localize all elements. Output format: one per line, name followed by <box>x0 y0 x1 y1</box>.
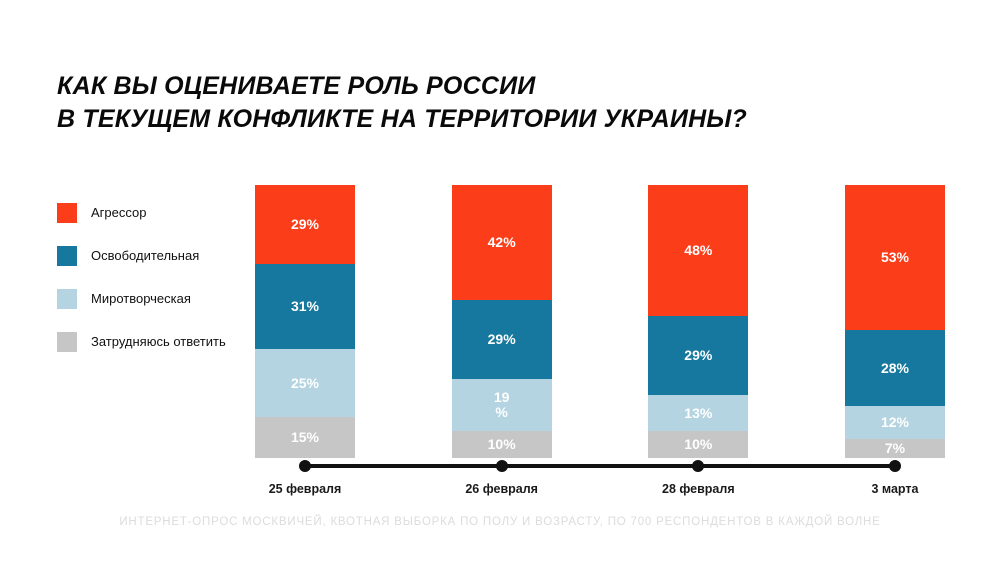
segment-value-label: 13% <box>684 404 713 421</box>
legend-label: Освободительная <box>91 248 200 263</box>
segment-value-label: 15% <box>290 429 320 446</box>
segment-value-label: 25% <box>290 374 320 391</box>
legend-swatch <box>57 289 77 309</box>
date-labels: 25 февраля 26 февраля 28 февраля 3 марта <box>255 482 945 496</box>
segment-value-label: 7% <box>884 440 906 457</box>
segment-value-label: 19 % <box>493 389 510 420</box>
timeline-dot <box>692 460 705 472</box>
bar-segment: 19 % <box>451 378 552 431</box>
timeline-axis <box>255 460 945 472</box>
timeline-dot-cell <box>648 460 748 472</box>
stacked-bar: 42% 29% 19 % 10% <box>451 185 552 458</box>
bar-segment: 42% <box>451 185 552 300</box>
bar-segment: 13% <box>648 395 749 431</box>
legend-swatch <box>57 203 77 223</box>
timeline-dot <box>299 460 311 472</box>
legend-item: Миротворческая <box>57 289 247 309</box>
bar-segment: 10% <box>451 430 552 458</box>
bar-segment: 12% <box>844 406 945 439</box>
chart-title-line1: КАК ВЫ ОЦЕНИВАЕТЕ РОЛЬ РОССИИ <box>57 72 536 100</box>
stacked-bar: 53% 28% 12% 7% <box>844 185 945 458</box>
bar-segment: 29% <box>451 299 552 379</box>
date-label: 25 февраля <box>268 482 342 496</box>
segment-value-label: 48% <box>684 242 713 259</box>
methodology-footnote: ИНТЕРНЕТ-ОПРОС МОСКВИЧЕЙ, КВОТНАЯ ВЫБОРК… <box>119 516 881 528</box>
date-label: 26 февраля <box>465 482 538 496</box>
timeline-dot-cell <box>845 460 945 472</box>
timeline-dot <box>495 460 508 472</box>
legend-item: Затрудняюсь ответить <box>57 332 247 352</box>
bar-segment: 15% <box>255 417 355 458</box>
legend-label: Агрессор <box>91 205 147 220</box>
bar-segment: 31% <box>255 264 355 349</box>
segment-value-label: 28% <box>880 359 909 376</box>
bar-segment: 29% <box>255 185 355 265</box>
segment-value-label: 29% <box>487 330 516 347</box>
bar-segment: 10% <box>648 430 749 458</box>
legend-label: Затрудняюсь ответить <box>91 334 226 349</box>
bar-segment: 53% <box>844 185 945 330</box>
legend-label: Миротворческая <box>91 291 191 306</box>
timeline-dot <box>888 460 901 472</box>
chart-title-line2: В ТЕКУЩЕМ КОНФЛИКТЕ НА ТЕРРИТОРИИ УКРАИН… <box>57 105 748 133</box>
bar-segment: 7% <box>844 438 945 458</box>
bar-segment: 48% <box>648 185 749 317</box>
date-label: 28 февраля <box>662 482 735 496</box>
bars-area: 29% 31% 25% 15% 42% 29% 19 % 10% 48% 29% 13% 10% 53%… <box>255 185 945 458</box>
bar-segment: 29% <box>648 316 749 396</box>
timeline-dots <box>255 460 945 472</box>
date-label: 3 марта <box>871 482 919 496</box>
segment-value-label: 12% <box>880 414 909 431</box>
legend-item: Освободительная <box>57 246 247 266</box>
segment-value-label: 10% <box>487 435 516 452</box>
stacked-bar: 29% 31% 25% 15% <box>255 185 355 458</box>
timeline-line <box>305 464 895 468</box>
segment-value-label: 53% <box>880 249 909 265</box>
chart-title: КАК ВЫ ОЦЕНИВАЕТЕ РОЛЬ РОССИИ В ТЕКУЩЕМ … <box>57 70 747 136</box>
legend-swatch <box>57 332 77 352</box>
stacked-bar: 48% 29% 13% 10% <box>648 185 749 458</box>
legend-swatch <box>57 246 77 266</box>
segment-value-label: 42% <box>487 233 516 250</box>
segment-value-label: 31% <box>290 298 320 315</box>
bar-segment: 28% <box>844 329 945 407</box>
segment-value-label: 29% <box>684 347 713 364</box>
segment-value-label: 10% <box>684 435 713 452</box>
segment-value-label: 29% <box>290 216 320 233</box>
legend: Агрессор Освободительная Миротворческая Зат… <box>57 203 247 375</box>
legend-item: Агрессор <box>57 203 247 223</box>
bar-segment: 25% <box>255 348 355 418</box>
timeline-dot-cell <box>452 460 552 472</box>
timeline-dot-cell <box>255 460 355 472</box>
